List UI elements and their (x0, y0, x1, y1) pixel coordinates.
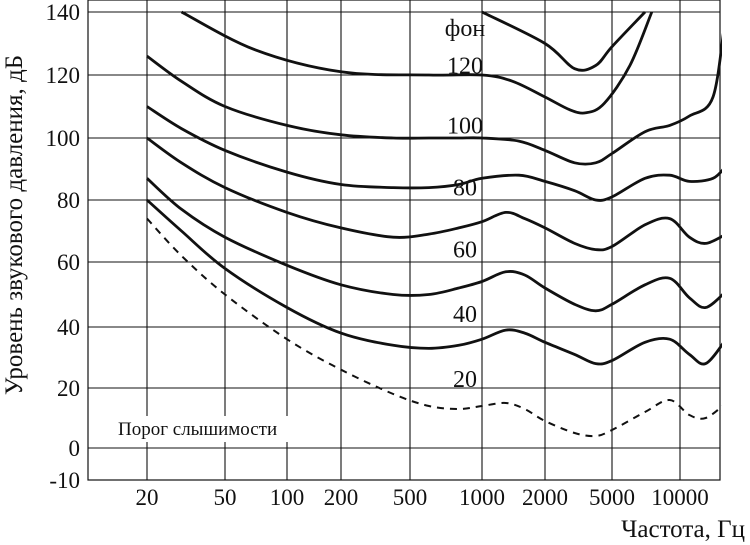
x-tick-label: 20 (136, 485, 159, 510)
y-tick-label: 60 (57, 250, 80, 275)
loudness-curve-60 (146, 136, 722, 252)
x-tick-label: 10000 (651, 485, 709, 510)
x-tick-label: 500 (393, 485, 428, 510)
loudness-curve-100 (481, 10, 647, 72)
x-tick-label: 50 (214, 485, 237, 510)
loudness-curve-20 (146, 198, 722, 366)
curve-label-120: 120 (447, 54, 483, 80)
y-axis-label: Уровень звукового давления, дБ (1, 55, 28, 395)
curves (146, 10, 722, 438)
curve-labels: фон 120 100 80 60 40 20 Порог слышимости (115, 16, 485, 442)
curve-label-40: 40 (453, 302, 477, 328)
y-tick-label: 140 (46, 0, 81, 25)
y-tick-label: 40 (57, 315, 80, 340)
x-axis-label: Частота, Гц (621, 516, 745, 543)
y-axis-ticks: 140 120 100 80 60 40 20 0 -10 (46, 0, 81, 493)
y-tick-label: 20 (57, 376, 80, 401)
loudness-curve-80 (146, 105, 722, 202)
grid (87, 0, 721, 481)
loudness-curve-100 (146, 32, 722, 166)
threshold-label-bg (115, 416, 333, 442)
y-tick-label: 0 (69, 436, 81, 461)
phon-unit-label: фон (445, 16, 486, 42)
x-tick-label: 200 (324, 485, 359, 510)
x-tick-label: 100 (270, 485, 305, 510)
y-tick-label: 120 (46, 63, 81, 88)
threshold-curve (146, 217, 722, 438)
y-tick-label: -10 (49, 468, 80, 493)
curve-label-20: 20 (453, 367, 477, 393)
loudness-curve-120 (180, 10, 654, 115)
curve-label-60: 60 (453, 238, 477, 264)
curve-label-80: 80 (453, 176, 477, 202)
threshold-label: Порог слышимости (118, 419, 277, 440)
loudness-curve-40 (146, 177, 722, 313)
y-tick-label: 80 (57, 188, 80, 213)
x-tick-label: 1000 (459, 485, 505, 510)
x-axis-ticks: 20 50 100 200 500 1000 2000 5000 10000 (136, 485, 709, 510)
curve-label-100: 100 (447, 113, 483, 139)
y-tick-label: 100 (46, 126, 81, 151)
x-tick-label: 5000 (589, 485, 635, 510)
x-tick-label: 2000 (522, 485, 568, 510)
